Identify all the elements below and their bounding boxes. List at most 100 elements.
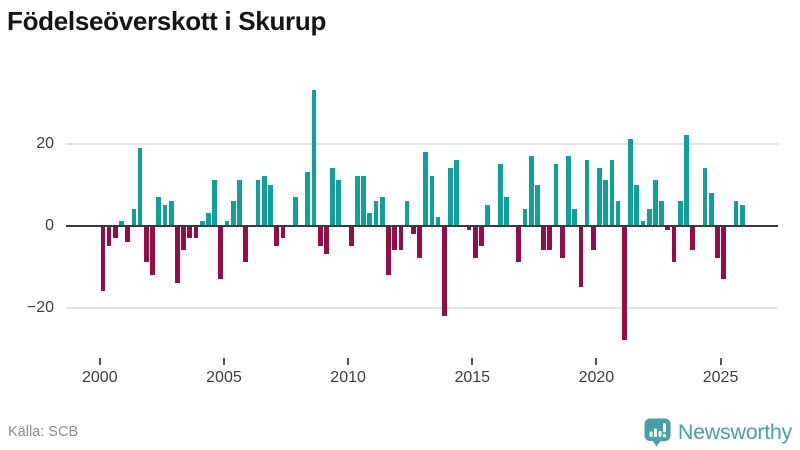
x-axis-tick — [347, 358, 350, 365]
bar-2016-q2 — [504, 196, 509, 226]
brand-logo[interactable]: Newsworthy — [644, 417, 792, 447]
x-axis-tick — [595, 358, 598, 365]
bar-2018-q1 — [547, 225, 553, 251]
y-axis-tick-label: −20 — [26, 298, 54, 316]
bar-2004-q3 — [212, 180, 217, 226]
bar-2019-q4 — [590, 225, 596, 251]
bar-2021-q2 — [628, 139, 633, 226]
bar-2003-q3 — [187, 225, 193, 238]
bar-2005-q2 — [230, 200, 236, 226]
bar-2022-q4 — [665, 225, 671, 230]
bar-2023-q3 — [684, 135, 689, 226]
bar-2024-q4 — [715, 225, 720, 259]
bar-2014-q1 — [448, 168, 453, 226]
bar-2001-q2 — [131, 209, 137, 226]
newsworthy-speech-bubble-bar-chart-icon — [644, 418, 671, 447]
bar-2005-q1 — [224, 221, 230, 226]
bar-2024-q2 — [702, 168, 708, 226]
x-axis-tick-label: 2005 — [206, 369, 242, 386]
x-axis-tick — [719, 358, 722, 365]
bar-2019-q1 — [572, 209, 578, 226]
plot-area: 20 0 −20 2000 2005 2010 2015 2020 2025 — [26, 90, 778, 386]
x-axis-tick-label: 2000 — [82, 369, 118, 386]
gridline-y20 — [66, 142, 778, 145]
bar-2011-q1 — [373, 200, 379, 226]
bar-2025-q3 — [733, 200, 739, 226]
bar-2006-q2 — [255, 180, 261, 226]
x-axis-tick-label: 2010 — [330, 369, 366, 386]
bar-2007-q4 — [292, 196, 298, 226]
brand-name: Newsworthy — [677, 419, 792, 444]
bar-2013-q1 — [423, 151, 429, 226]
chart-title: Födelseöverskott i Skurup — [7, 6, 327, 36]
bar-2004-q4 — [218, 225, 224, 279]
bar-2002-q2 — [156, 196, 162, 226]
bar-2008-q3 — [311, 90, 317, 226]
bar-2010-q1 — [348, 225, 354, 246]
x-axis-tick-label: 2020 — [578, 369, 615, 386]
bar-2010-q3 — [361, 176, 366, 226]
bar-2005-q3 — [237, 180, 242, 226]
bar-2009-q1 — [324, 225, 329, 255]
bar-2008-q4 — [317, 225, 323, 246]
bar-2012-q4 — [417, 225, 422, 259]
bar-2012-q2 — [404, 200, 410, 226]
x-axis-tick — [222, 358, 225, 365]
gridline-y-20 — [66, 306, 778, 309]
bar-2017-q1 — [522, 209, 528, 226]
bar-2006-q3 — [261, 176, 267, 226]
bar-2011-q4 — [392, 225, 398, 251]
bar-2013-q2 — [429, 176, 435, 226]
bar-2003-q1 — [175, 225, 180, 283]
bar-2002-q4 — [168, 200, 174, 226]
x-axis-tick — [471, 358, 474, 365]
bar-2000-q2 — [106, 225, 112, 246]
bar-2003-q4 — [193, 225, 199, 238]
x-axis-tick-label: 2025 — [702, 369, 739, 386]
bar-2007-q2 — [280, 225, 286, 238]
bar-2000-q1 — [100, 225, 106, 292]
bar-2003-q2 — [181, 225, 186, 251]
bar-2025-q1 — [721, 225, 727, 279]
bar-2020-q2 — [603, 180, 609, 226]
bar-2022-q3 — [659, 200, 664, 226]
bar-2014-q4 — [466, 225, 472, 230]
x-axis-tick — [98, 358, 101, 365]
bar-2018-q4 — [566, 155, 571, 226]
zero-baseline — [66, 224, 778, 227]
bar-2021-q4 — [640, 221, 646, 226]
bar-2014-q2 — [454, 159, 460, 226]
bar-2015-q1 — [473, 225, 478, 259]
bar-2016-q4 — [516, 225, 522, 263]
bar-2019-q2 — [578, 225, 584, 287]
bar-2025-q4 — [739, 205, 745, 226]
bar-2020-q1 — [597, 168, 602, 226]
bar-2015-q2 — [479, 225, 484, 246]
bar-2017-q4 — [541, 225, 546, 251]
bar-2018-q3 — [559, 225, 565, 259]
bar-2001-q4 — [144, 225, 149, 263]
bar-2019-q3 — [584, 159, 590, 226]
bar-2021-q1 — [621, 225, 627, 341]
bar-2004-q2 — [206, 213, 211, 226]
y-axis-tick-label: 0 — [45, 216, 54, 234]
bar-2011-q3 — [386, 225, 391, 275]
bar-2023-q4 — [690, 225, 695, 251]
bar-2022-q2 — [653, 180, 658, 226]
bar-2002-q3 — [162, 205, 168, 226]
bar-2012-q1 — [398, 225, 404, 251]
bar-2006-q4 — [268, 184, 273, 226]
bar-2012-q3 — [410, 225, 416, 234]
bar-2013-q3 — [435, 217, 441, 226]
bar-2023-q2 — [677, 200, 683, 226]
bar-2007-q1 — [274, 225, 280, 246]
y-axis-tick-label: 20 — [36, 134, 54, 152]
bar-2004-q1 — [199, 221, 205, 226]
bar-2020-q3 — [609, 159, 615, 226]
bar-2018-q2 — [553, 164, 559, 226]
bar-2023-q1 — [671, 225, 677, 263]
bar-2022-q1 — [646, 209, 652, 226]
bar-2005-q4 — [243, 225, 249, 263]
x-axis-tick-label: 2015 — [454, 369, 491, 386]
bar-2001-q1 — [125, 225, 131, 242]
